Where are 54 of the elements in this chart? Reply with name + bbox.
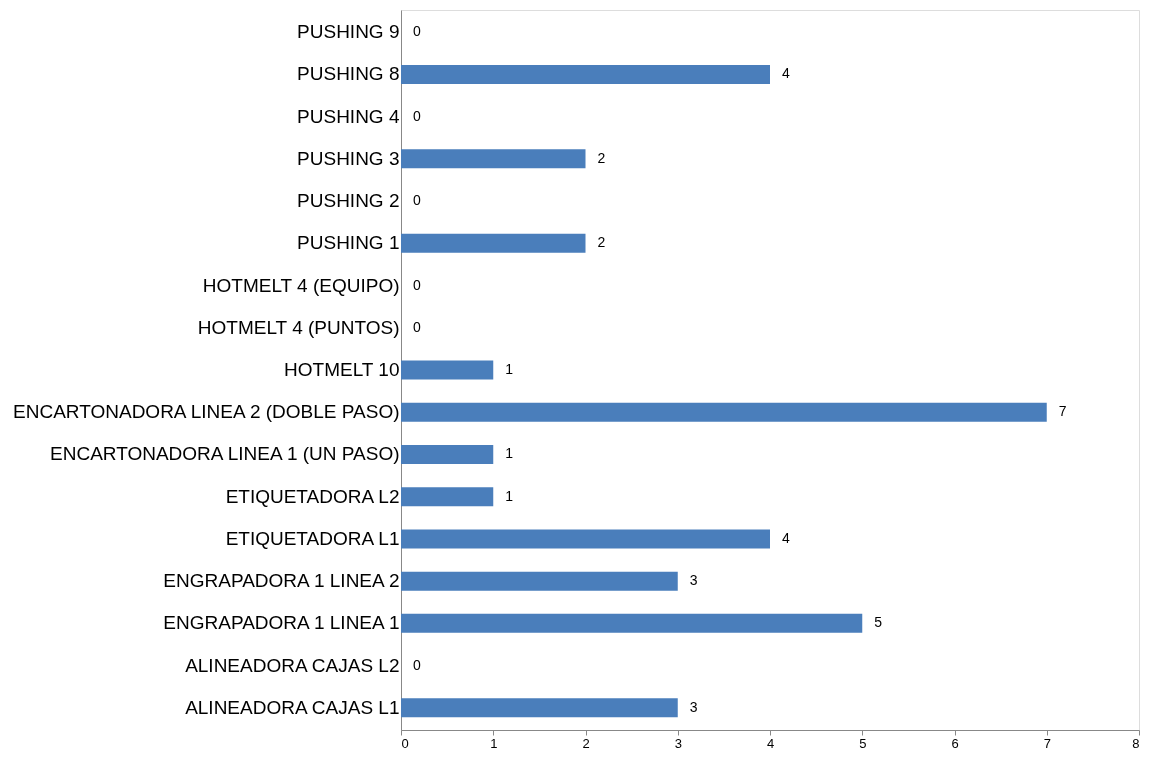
x-tick-label: 0	[401, 735, 409, 751]
y-tick-label: ENCARTONADORA LINEA 2 (DOBLE PASO)	[13, 401, 400, 423]
x-tick-label: 7	[1043, 735, 1051, 751]
bar	[401, 698, 678, 718]
x-tick-label: 1	[490, 735, 498, 751]
data-label: 7	[1058, 403, 1067, 420]
data-label: 0	[413, 276, 421, 293]
data-label: 4	[782, 529, 790, 546]
y-tick-label: PUSHING 9	[297, 21, 400, 43]
bar	[401, 444, 494, 464]
y-tick-label: ETIQUETADORA L2	[225, 485, 400, 507]
x-tick-label: 8	[1132, 735, 1140, 751]
data-label: 0	[413, 192, 421, 209]
bar	[401, 571, 678, 591]
data-label: 0	[413, 656, 421, 673]
data-label: 0	[413, 318, 421, 335]
y-tick-label: ENGRAPADORA 1 LINEA 1	[163, 612, 400, 634]
data-label: 4	[782, 65, 790, 82]
bar	[401, 402, 1047, 422]
y-tick-label: PUSHING 2	[297, 190, 400, 212]
bar	[401, 149, 586, 169]
data-label: 0	[413, 23, 421, 40]
data-label: 3	[689, 698, 698, 715]
y-tick-label: ALINEADORA CAJAS L2	[185, 654, 400, 676]
data-label: 5	[874, 614, 883, 631]
y-tick-label: ALINEADORA CAJAS L1	[185, 696, 400, 718]
x-tick-label: 6	[951, 735, 959, 751]
x-tick-label: 2	[582, 735, 590, 751]
data-label: 1	[505, 445, 514, 462]
x-tick-label: 3	[674, 735, 682, 751]
y-tick-label: PUSHING 8	[297, 63, 400, 85]
y-tick-label: PUSHING 4	[297, 105, 400, 127]
bar	[401, 529, 770, 549]
bar	[401, 613, 863, 633]
x-tick-label: 4	[766, 735, 775, 751]
data-label: 1	[505, 487, 514, 504]
x-tick-label: 5	[859, 735, 867, 751]
y-tick-label: ETIQUETADORA L1	[225, 527, 400, 549]
data-label: 1	[505, 361, 514, 377]
y-tick-label: HOTMELT 4 (PUNTOS)	[197, 316, 400, 338]
y-tick-label: HOTMELT 10	[284, 359, 400, 380]
bar	[401, 360, 494, 380]
data-label: 0	[413, 107, 421, 124]
y-tick-label: HOTMELT 4 (EQUIPO)	[202, 274, 400, 296]
y-tick-label: ENCARTONADORA LINEA 1 (UN PASO)	[50, 443, 400, 465]
data-label: 3	[689, 572, 698, 589]
bar	[401, 487, 494, 507]
y-tick-label: ENGRAPADORA 1 LINEA 2	[163, 570, 400, 592]
bar	[401, 233, 586, 253]
bar	[401, 64, 770, 84]
data-label: 2	[597, 149, 606, 166]
data-label: 2	[597, 234, 606, 251]
y-tick-label: PUSHING 1	[297, 232, 400, 254]
y-tick-label: PUSHING 3	[297, 147, 400, 169]
